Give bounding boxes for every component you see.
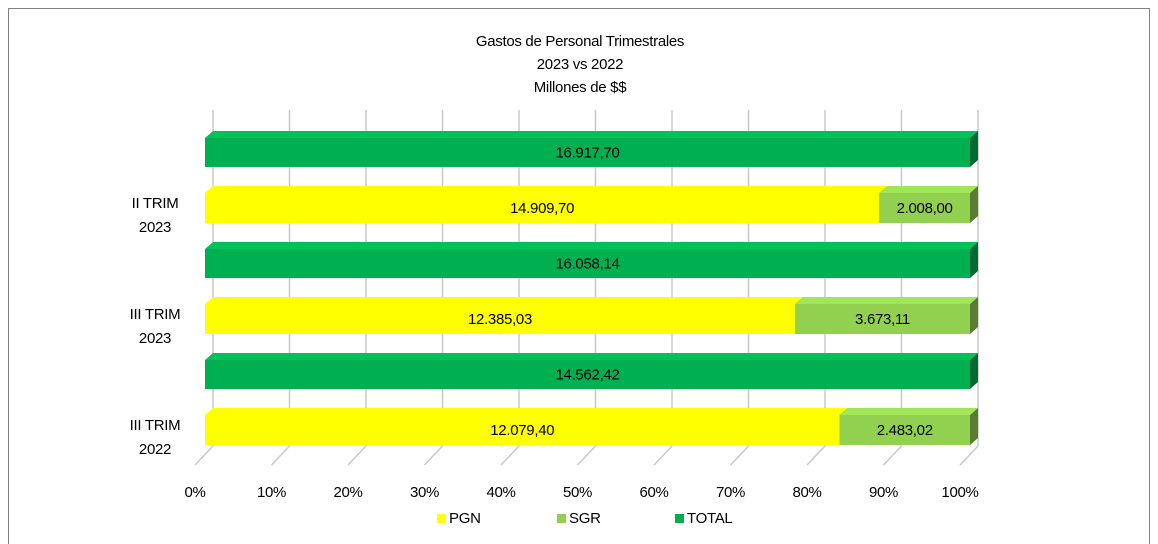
bar-side [970, 408, 978, 445]
x-tick-label: 70% [716, 484, 745, 501]
bar [205, 360, 970, 389]
data-label: 16.058,14 [555, 255, 619, 272]
floor-line [576, 445, 597, 466]
bar-top [205, 242, 978, 249]
chart-title: Gastos de Personal Trimestrales [476, 33, 684, 50]
bar-side [970, 186, 978, 223]
y-tick-label: II TRIM 2023 [131, 195, 179, 236]
data-label: 2.483,02 [877, 422, 933, 439]
x-tick-label: 0% [184, 484, 205, 501]
floor-line [806, 445, 826, 466]
data-label: 2.008,00 [897, 200, 953, 217]
floor-line [423, 445, 444, 466]
bar-top [879, 186, 978, 193]
data-label: 14.909,70 [510, 200, 574, 217]
legend-swatch [557, 514, 566, 523]
bar [205, 415, 840, 445]
bar-side [970, 131, 978, 167]
y-tick-label: III TRIM 2022 [129, 417, 181, 458]
bar [205, 193, 880, 223]
x-tick-label: 30% [410, 484, 439, 501]
bar-top [205, 297, 804, 304]
bar [205, 304, 796, 334]
bar-side [970, 242, 978, 278]
floor-line [882, 445, 903, 466]
bar [879, 193, 970, 223]
bar-side [970, 353, 978, 389]
floor-line [653, 445, 673, 466]
floor-line [347, 445, 367, 466]
floor-line [500, 445, 520, 466]
bar [839, 415, 970, 445]
bar [205, 138, 970, 167]
x-tick-label: 60% [639, 484, 668, 501]
legend-swatch [437, 514, 446, 523]
x-tick-label: 80% [792, 484, 821, 501]
data-label: 12.385,03 [468, 311, 532, 328]
bar-top [205, 186, 888, 193]
bar-side [970, 297, 978, 334]
chart-title: 2023 vs 2022 [537, 56, 623, 73]
legend-label: SGR [569, 510, 601, 527]
floor-line [194, 445, 214, 466]
legend-swatch [675, 514, 684, 523]
bar-top [205, 131, 978, 138]
x-tick-label: 100% [941, 484, 978, 501]
bar-top [795, 297, 978, 304]
x-tick-label: 50% [563, 484, 592, 501]
bar-top [205, 408, 848, 415]
bar [795, 304, 970, 334]
x-tick-label: 90% [869, 484, 898, 501]
x-tick-label: 20% [333, 484, 362, 501]
data-label: 12.079,40 [490, 422, 554, 439]
x-tick-label: 10% [257, 484, 286, 501]
y-tick-label: III TRIM 2023 [129, 306, 181, 347]
bar-top [205, 353, 978, 360]
data-label: 16.917,70 [555, 144, 619, 161]
legend-label: PGN [449, 510, 481, 527]
floor-line [270, 445, 291, 466]
x-tick-label: 40% [486, 484, 515, 501]
chart-title: Millones de $$ [534, 79, 627, 96]
floor-line [729, 445, 750, 466]
bar-top [839, 408, 978, 415]
legend-label: TOTAL [687, 510, 732, 527]
data-label: 14.562,42 [555, 366, 619, 383]
data-label: 3.673,11 [855, 311, 910, 328]
floor-line [959, 445, 979, 466]
bar [205, 249, 970, 278]
